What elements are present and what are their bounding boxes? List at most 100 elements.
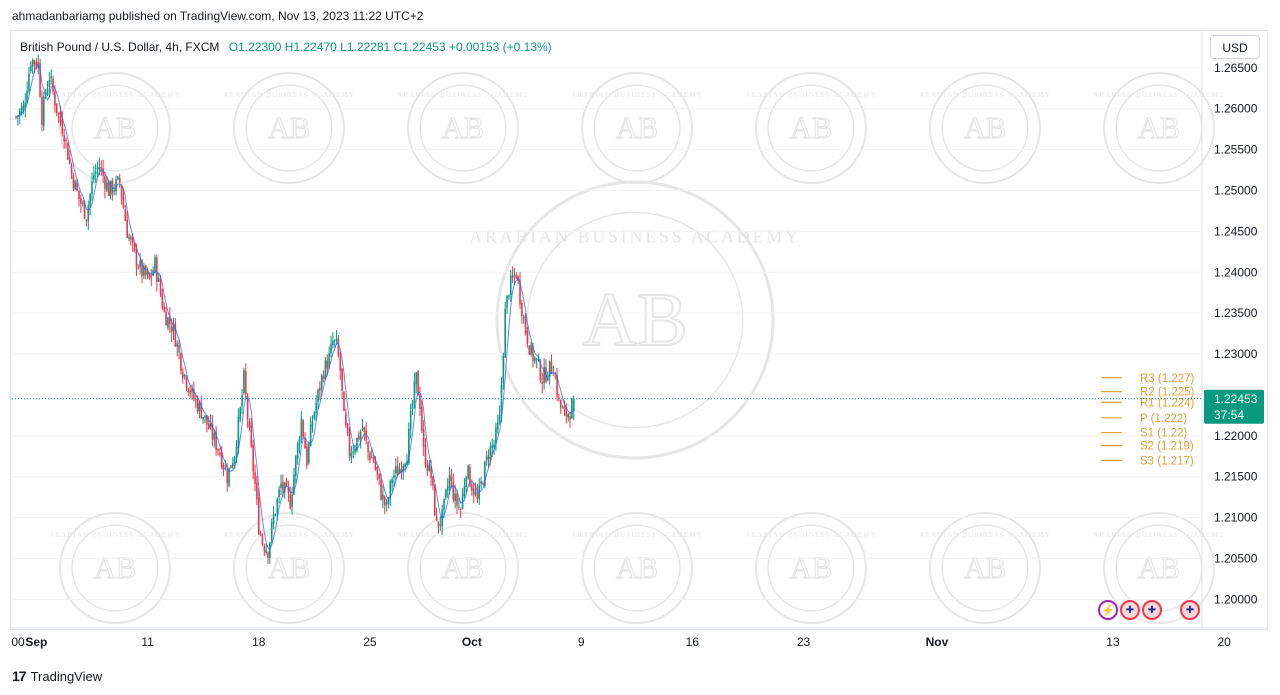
candle bbox=[239, 406, 242, 423]
candle bbox=[67, 142, 69, 160]
candle bbox=[358, 431, 360, 442]
candle bbox=[65, 137, 67, 149]
svg-text:AB: AB bbox=[964, 551, 1006, 585]
candle bbox=[309, 416, 312, 447]
candle bbox=[465, 475, 468, 493]
candle bbox=[567, 412, 569, 422]
candle bbox=[324, 356, 327, 381]
svg-text:ARABIAN BUSINESS ACADEMY: ARABIAN BUSINESS ACADEMY bbox=[571, 531, 703, 539]
x-tick-label: 9 bbox=[578, 635, 585, 649]
candle bbox=[222, 462, 225, 477]
candle bbox=[183, 373, 186, 380]
candle bbox=[506, 295, 508, 314]
candle bbox=[124, 205, 127, 222]
candle bbox=[521, 299, 523, 324]
candle bbox=[24, 93, 27, 118]
candle bbox=[482, 481, 484, 485]
candle bbox=[456, 490, 458, 514]
uk-flag-icon[interactable]: ✚ bbox=[1120, 600, 1140, 620]
x-tick-label: 00 bbox=[11, 635, 25, 649]
candle bbox=[263, 543, 266, 556]
moving-average-line bbox=[15, 62, 575, 551]
candle bbox=[328, 346, 330, 369]
candle bbox=[393, 469, 395, 488]
watermark-seal: AB ARABIAN BUSINESS ACADEMY bbox=[1093, 512, 1225, 624]
candle bbox=[198, 400, 201, 419]
y-tick-label: 1.24500 bbox=[1214, 224, 1258, 238]
watermark-seal: AB ARABIAN BUSINESS ACADEMY bbox=[469, 180, 798, 460]
candle bbox=[419, 386, 421, 416]
candle bbox=[146, 267, 149, 280]
currency-button[interactable]: USD bbox=[1210, 35, 1260, 59]
candle bbox=[130, 234, 132, 246]
candle bbox=[411, 399, 414, 415]
candle bbox=[291, 486, 293, 515]
candle bbox=[189, 386, 191, 399]
candle bbox=[569, 412, 571, 428]
symbol-title[interactable]: British Pound / U.S. Dollar, 4h, FXCM bbox=[20, 40, 220, 54]
tradingview-footer[interactable]: 17 TradingView bbox=[12, 668, 102, 684]
uk-flag-icon[interactable]: ✚ bbox=[1142, 600, 1162, 620]
candle bbox=[269, 541, 271, 564]
uk-flag-icon[interactable]: ✚ bbox=[1180, 600, 1200, 620]
ohlc-values: O1.22300 H1.22470 L1.22281 C1.22453 +0.0… bbox=[228, 40, 552, 54]
candle bbox=[365, 421, 368, 445]
x-tick-label: 16 bbox=[686, 635, 700, 649]
watermark-seal: AB ARABIAN BUSINESS ACADEMY bbox=[397, 72, 528, 184]
x-tick-label: 25 bbox=[363, 635, 377, 649]
candle bbox=[528, 345, 531, 356]
candle bbox=[143, 262, 145, 280]
svg-text:AB: AB bbox=[268, 111, 310, 145]
candle bbox=[480, 476, 482, 489]
candle bbox=[341, 368, 343, 399]
candle bbox=[185, 375, 188, 391]
candle bbox=[282, 474, 284, 497]
candle bbox=[330, 335, 332, 358]
candle bbox=[42, 92, 45, 131]
candle bbox=[241, 389, 243, 414]
candle bbox=[389, 479, 392, 507]
candle bbox=[319, 381, 321, 401]
candle bbox=[109, 180, 112, 200]
candle bbox=[445, 488, 447, 500]
svg-text:AB: AB bbox=[616, 551, 658, 585]
candle bbox=[530, 341, 532, 357]
y-tick-label: 1.22000 bbox=[1214, 429, 1258, 443]
candle-layer bbox=[15, 54, 575, 564]
svg-text:ARABIAN BUSINESS ACADEMY: ARABIAN BUSINESS ACADEMY bbox=[1093, 531, 1225, 539]
y-tick-label: 1.25500 bbox=[1214, 143, 1258, 157]
pivot-label: R3 (1.227) bbox=[1140, 373, 1195, 385]
candle bbox=[172, 317, 175, 340]
svg-text:AB: AB bbox=[94, 111, 136, 145]
countdown-label: 37:54 bbox=[1214, 408, 1244, 422]
candle bbox=[265, 543, 267, 555]
candle bbox=[439, 516, 442, 531]
candle bbox=[558, 394, 560, 402]
candle bbox=[261, 533, 264, 547]
x-tick-label: Sep bbox=[25, 635, 47, 649]
candle bbox=[359, 429, 362, 449]
candle bbox=[452, 473, 455, 503]
candle bbox=[46, 81, 49, 97]
candle bbox=[437, 521, 440, 534]
candle bbox=[252, 439, 254, 480]
candle bbox=[315, 395, 317, 421]
candle bbox=[168, 307, 171, 333]
candle bbox=[200, 395, 203, 420]
candle bbox=[326, 354, 329, 376]
candle bbox=[126, 211, 128, 239]
candle bbox=[70, 162, 73, 180]
candle bbox=[545, 359, 547, 384]
candle bbox=[206, 415, 208, 433]
watermark-seal: AB ARABIAN BUSINESS ACADEMY bbox=[1093, 72, 1224, 184]
candle bbox=[487, 449, 490, 468]
candle bbox=[322, 370, 325, 383]
svg-text:AB: AB bbox=[964, 111, 1006, 145]
flash-event-icon[interactable]: ⚡ bbox=[1098, 600, 1118, 620]
candle bbox=[122, 188, 125, 209]
svg-text:AB: AB bbox=[442, 111, 484, 145]
candle bbox=[332, 332, 334, 348]
candle bbox=[91, 172, 93, 201]
svg-text:ARABIAN BUSINESS ACADEMY: ARABIAN BUSINESS ACADEMY bbox=[919, 91, 1051, 99]
